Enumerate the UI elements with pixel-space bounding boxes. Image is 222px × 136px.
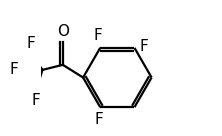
Text: F: F — [32, 93, 41, 108]
Text: F: F — [95, 112, 103, 127]
Text: F: F — [93, 28, 102, 43]
Text: F: F — [10, 62, 18, 77]
Text: F: F — [27, 36, 36, 51]
Text: O: O — [57, 24, 69, 39]
Text: F: F — [140, 39, 148, 54]
